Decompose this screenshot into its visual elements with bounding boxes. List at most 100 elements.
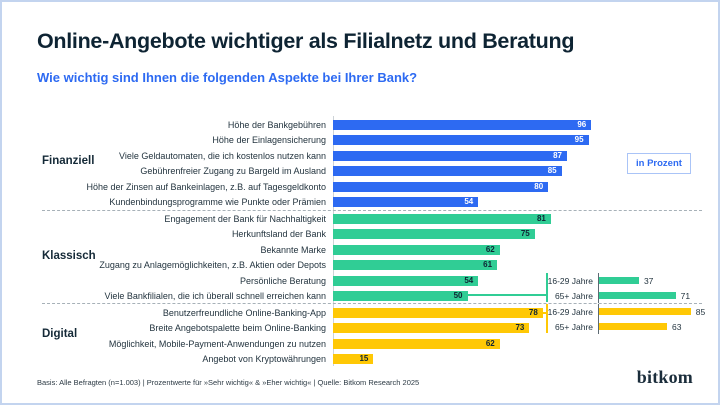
bar-label: Höhe der Bankgebühren — [227, 119, 326, 130]
breakout-bar — [599, 277, 639, 284]
breakout-track: 37 — [599, 276, 717, 286]
bar: 54 — [333, 275, 479, 286]
breakout-axis — [598, 288, 599, 303]
age-breakout-bankfilialen: 16-29 Jahre 37 65+ Jahre 71 — [507, 273, 717, 303]
bar: 87 — [333, 150, 568, 161]
bar-value: 80 — [534, 181, 544, 191]
bar-value: 62 — [485, 338, 495, 348]
bar: 95 — [333, 135, 589, 146]
breakout-bracket-line — [546, 304, 548, 333]
bar-value: 95 — [574, 135, 584, 145]
bar-track: 87 — [330, 148, 687, 164]
breakout-axis — [598, 304, 599, 319]
bar-value: 96 — [577, 119, 587, 129]
bar-label: Zugang zu Anlagemöglichkeiten, z.B. Akti… — [99, 260, 326, 271]
bar-track: 75 — [330, 227, 687, 243]
bar-label: Möglichkeit, Mobile-Payment-Anwendungen … — [108, 338, 326, 349]
bar-row: Herkunftsland der Bank 75 — [37, 227, 687, 243]
bar-track: 85 — [330, 164, 687, 180]
bar-row: Höhe der Bankgebühren 96 — [37, 117, 687, 133]
bar: 50 — [333, 291, 468, 302]
breakout-bar — [599, 292, 676, 299]
bar-track: 73 — [330, 321, 687, 337]
bar-value: 15 — [359, 354, 369, 364]
bar-label: Viele Bankfilialen, die ich überall schn… — [104, 291, 326, 302]
bar-track: 78 — [330, 305, 687, 321]
breakout-value: 37 — [643, 275, 654, 286]
bar-label: Benutzerfreundliche Online-Banking-App — [162, 307, 326, 318]
breakout-bracket-line — [546, 273, 548, 302]
bar-value: 50 — [453, 291, 463, 301]
bar-label: Höhe der Zinsen auf Bankeinlagen, z.B. a… — [86, 181, 327, 192]
breakout-label: 16-29 Jahre — [547, 275, 593, 286]
bar-label: Höhe der Einlagensicherung — [212, 135, 326, 146]
bar-row: Breite Angebotspalette beim Online-Banki… — [37, 321, 687, 337]
group-label-finanziell: Finanziell — [42, 155, 95, 167]
bar: 61 — [333, 260, 498, 271]
bar-value: 85 — [547, 166, 557, 176]
bar-row: Höhe der Zinsen auf Bankeinlagen, z.B. a… — [37, 179, 687, 195]
breakout-value: 63 — [672, 321, 682, 332]
bar-row: Benutzerfreundliche Online-Banking-App 7… — [37, 305, 687, 321]
bar-value: 87 — [553, 150, 563, 160]
bar: 85 — [333, 166, 562, 177]
bar-value: 61 — [483, 260, 493, 270]
group-separator-dashed — [42, 303, 702, 304]
source-note: Basis: Alle Befragten (n=1.003) | Prozen… — [37, 378, 420, 387]
breakout-connector-line — [467, 294, 547, 296]
bar-label: Angebot von Kryptowährungen — [202, 354, 326, 365]
bar-row: Viele Bankfilialen, die ich überall schn… — [37, 289, 687, 305]
bar: 80 — [333, 181, 549, 192]
bar-group-klassisch: Engagement der Bank für Nachhaltigkeit 8… — [37, 211, 687, 304]
bar-group-digital: Benutzerfreundliche Online-Banking-App 7… — [37, 305, 687, 367]
bar: 62 — [333, 244, 500, 255]
bar-track: 62 — [330, 242, 687, 258]
bar-row: Zugang zu Anlagemöglichkeiten, z.B. Akti… — [37, 258, 687, 274]
chart-baseline-axis — [333, 116, 334, 366]
bar: 73 — [333, 323, 530, 334]
group-label-klassisch: Klassisch — [42, 250, 96, 262]
bar-value: 62 — [485, 244, 495, 254]
breakout-axis — [598, 273, 599, 288]
bar-row: Angebot von Kryptowährungen 15 — [37, 352, 687, 368]
bar-value: 73 — [515, 323, 525, 333]
bar-row: Möglichkeit, Mobile-Payment-Anwendungen … — [37, 336, 687, 352]
bar-label: Persönliche Beratung — [239, 275, 326, 286]
bar: 62 — [333, 338, 500, 349]
bar: 75 — [333, 229, 535, 240]
bar-value: 75 — [520, 229, 530, 239]
bar-value: 54 — [464, 197, 474, 207]
breakout-track: 85 — [599, 307, 717, 317]
bar-track: 61 — [330, 258, 687, 274]
bar-track: 81 — [330, 211, 687, 227]
bar-track: 96 — [330, 117, 687, 133]
bar-track: 50 — [330, 289, 687, 305]
bar: 15 — [333, 354, 374, 365]
breakout-connector-line — [542, 312, 548, 314]
bar-label: Viele Geldautomaten, die ich kostenlos n… — [119, 150, 326, 161]
bar-label: Herkunftsland der Bank — [231, 229, 326, 240]
bar-value: 78 — [528, 307, 538, 317]
bar-row: Höhe der Einlagensicherung 95 — [37, 133, 687, 149]
bar-value: 54 — [464, 275, 474, 285]
breakout-row: 16-29 Jahre 85 — [507, 304, 717, 319]
breakout-track: 71 — [599, 291, 717, 301]
bar-group-finanziell: Höhe der Bankgebühren 96 Höhe der Einlag… — [37, 117, 687, 210]
bar-track: 62 — [330, 336, 687, 352]
bar-row: Engagement der Bank für Nachhaltigkeit 8… — [37, 211, 687, 227]
bar: 96 — [333, 119, 592, 130]
breakout-value: 71 — [680, 290, 691, 301]
breakout-track: 63 — [599, 322, 717, 332]
breakout-value: 85 — [695, 306, 706, 317]
bar-track: 80 — [330, 179, 687, 195]
bar-track: 54 — [330, 195, 687, 211]
bar-label: Breite Angebotspalette beim Online-Banki… — [149, 323, 326, 334]
bar-row: Kundenbindungsprogramme wie Punkte oder … — [37, 195, 687, 211]
bar-label: Kundenbindungsprogramme wie Punkte oder … — [109, 197, 326, 208]
bar-label: Gebührenfreier Zugang zu Bargeld im Ausl… — [140, 166, 326, 177]
breakout-label: 16-29 Jahre — [547, 306, 593, 317]
bar-row: Persönliche Beratung 54 — [37, 273, 687, 289]
group-separator-dashed — [42, 210, 702, 211]
page-title: Online-Angebote wichtiger als Filialnetz… — [37, 29, 575, 53]
bar: 54 — [333, 197, 479, 208]
